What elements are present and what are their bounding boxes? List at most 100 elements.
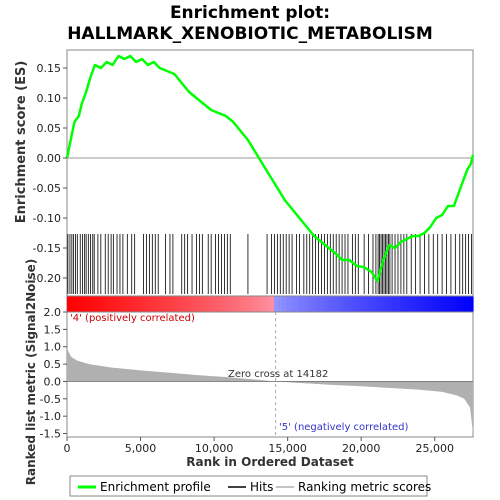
- color-bar-segment: [464, 296, 470, 312]
- metric-tick-label: -1.0: [40, 410, 61, 423]
- color-bar-segment: [334, 296, 340, 312]
- metric-tick-label: -1.5: [40, 428, 61, 441]
- enrichment-profile-line: [65, 54, 475, 283]
- color-bar-segment: [237, 296, 243, 312]
- color-bar-segment: [184, 296, 190, 312]
- color-bar-segment: [371, 296, 377, 312]
- color-bar-segment: [176, 296, 182, 312]
- metric-y-axis-label: Ranked list metric (Signal2Noise): [24, 259, 38, 486]
- color-bar-segment: [339, 296, 344, 312]
- color-bar-segment: [261, 296, 267, 312]
- color-bar-segment: [99, 296, 105, 312]
- legend-es-label: Enrichment profile: [100, 480, 211, 494]
- color-bar-segment: [290, 296, 295, 312]
- es-tick-label: 0.15: [37, 62, 62, 75]
- color-bar-segment: [351, 296, 356, 312]
- color-bar-segment: [310, 296, 316, 312]
- es-y-axis-label: Enrichment score (ES): [14, 61, 29, 224]
- color-bar-segment: [420, 296, 425, 312]
- color-bar-segment: [440, 296, 446, 312]
- color-bar-segment: [160, 296, 166, 312]
- color-bar-segment: [367, 296, 373, 312]
- color-bar-segment: [192, 296, 198, 312]
- color-bar-segment: [363, 296, 369, 312]
- x-axis-label: Rank in Ordered Dataset: [186, 455, 354, 469]
- color-bar-segment: [257, 296, 263, 312]
- color-bar-segment: [241, 296, 247, 312]
- metric-tick-label: 1.0: [44, 341, 62, 354]
- legend-hits-label: Hits: [250, 480, 273, 494]
- es-tick-label: -0.20: [33, 272, 61, 285]
- color-bar-segment: [444, 296, 450, 312]
- positive-correlation-label: '4' (positively correlated): [70, 313, 195, 324]
- color-bar-segment: [306, 296, 312, 312]
- color-bar-segment: [67, 296, 72, 312]
- color-bar-segment: [229, 296, 235, 312]
- color-bar-segment: [403, 296, 409, 312]
- hit-markers: [67, 234, 472, 294]
- color-bar-segment: [119, 296, 125, 312]
- color-bar-segment: [383, 296, 389, 312]
- color-bar-segment: [318, 296, 324, 312]
- color-bar-segment: [343, 296, 348, 312]
- color-bar-segment: [205, 296, 210, 312]
- color-bar-segment: [428, 296, 433, 312]
- color-bar-segment: [432, 296, 438, 312]
- color-bar-segment: [221, 296, 226, 312]
- color-bar-segment: [395, 296, 401, 312]
- negative-correlation-label: '5' (negatively correlated): [279, 422, 408, 433]
- x-axis: 0 5,000 10,000 15,000 20,000 25,000: [64, 437, 454, 455]
- color-bar-segment: [330, 296, 336, 312]
- ranking-metric-area: [67, 312, 473, 437]
- color-bar-segment: [156, 296, 161, 312]
- color-bar-segment: [399, 296, 405, 312]
- x-tick-label: 20,000: [342, 442, 381, 455]
- es-tick-label: -0.15: [33, 242, 61, 255]
- metric-tick-label: 0.5: [44, 358, 62, 371]
- es-tick-label: -0.10: [33, 212, 61, 225]
- color-bar-segment: [213, 296, 218, 312]
- color-bar-segment: [424, 296, 429, 312]
- color-bar-segment: [253, 296, 259, 312]
- color-bar-segment: [270, 296, 275, 312]
- es-tick-label: -0.05: [33, 182, 61, 195]
- x-tick-label: 5,000: [125, 442, 157, 455]
- color-bar-segment: [148, 296, 153, 312]
- color-bar-segment: [172, 296, 178, 312]
- metric-y-axis: 2.0 1.5 1.0 0.5 0.0 -0.5 -1.0 -1.5: [40, 306, 67, 441]
- zero-cross-label: Zero cross at 14182: [228, 369, 328, 380]
- color-bar-segment: [456, 296, 462, 312]
- color-bar-segment: [75, 296, 80, 312]
- color-bar-segment: [379, 296, 385, 312]
- metric-tick-label: 2.0: [44, 306, 62, 319]
- color-bar-segment: [460, 296, 466, 312]
- color-bar-segment: [412, 296, 417, 312]
- legend-metric-label: Ranking metric scores: [298, 480, 431, 494]
- color-bar-segment: [83, 296, 88, 312]
- color-bar-segment: [144, 296, 149, 312]
- enrichment-profile-polyline: [65, 54, 475, 283]
- x-tick-label: 10,000: [195, 442, 234, 455]
- color-bar-segment: [294, 296, 300, 312]
- es-tick-label: 0.00: [37, 152, 62, 165]
- es-panel-frame: [66, 49, 474, 297]
- color-bar-segment: [314, 296, 320, 312]
- color-bar-segment: [448, 296, 454, 312]
- es-y-axis: 0.15 0.10 0.05 0.00 -0.05 -0.10 -0.15 -0.20: [33, 62, 67, 285]
- color-bar-segment: [209, 296, 214, 312]
- metric-tick-label: 0.0: [44, 375, 62, 388]
- color-bar-segment: [123, 296, 129, 312]
- color-bar-segment: [468, 296, 474, 312]
- color-bar-segment: [107, 296, 113, 312]
- color-bar-segment: [245, 296, 251, 312]
- rank-color-bar: [67, 296, 474, 312]
- legend-box: [69, 475, 428, 497]
- color-bar-segment: [436, 296, 442, 312]
- color-bar-segment: [196, 296, 202, 312]
- color-bar-segment: [180, 296, 186, 312]
- metric-tick-label: -0.5: [40, 393, 61, 406]
- es-tick-label: 0.10: [37, 92, 62, 105]
- color-bar-segment: [302, 296, 308, 312]
- color-bar-segment: [79, 296, 84, 312]
